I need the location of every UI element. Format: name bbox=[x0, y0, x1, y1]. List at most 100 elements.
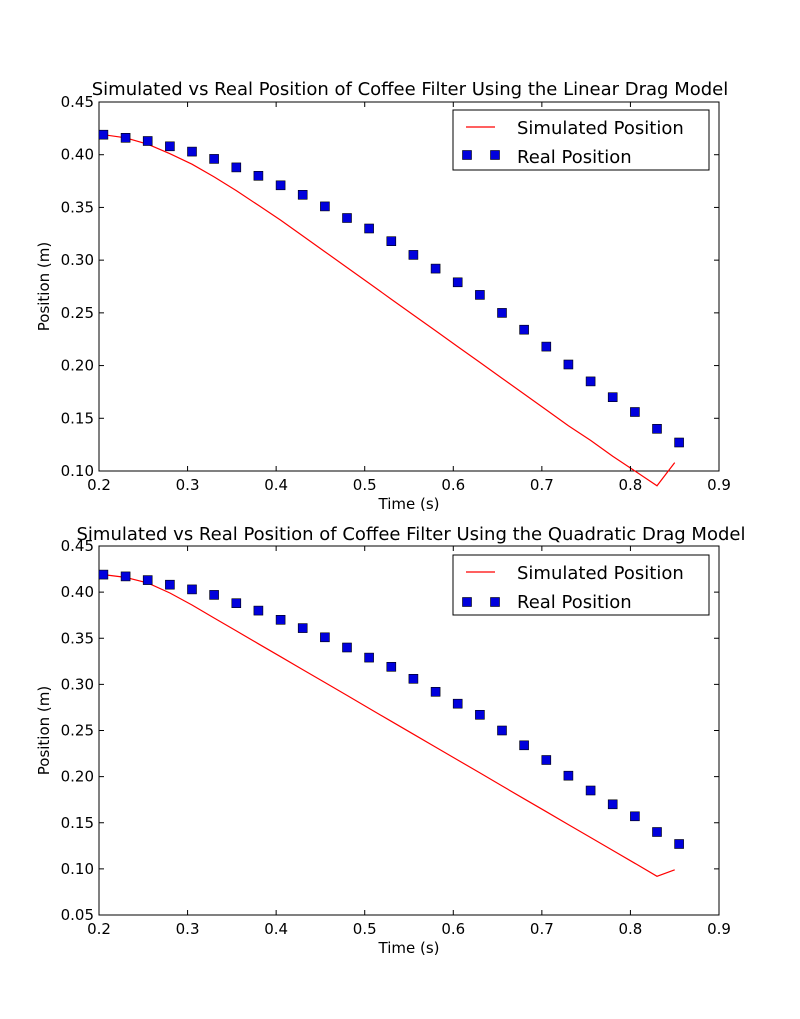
x-tick-label: 0.9 bbox=[707, 476, 731, 494]
real-position-marker bbox=[475, 290, 485, 300]
real-position-marker bbox=[630, 407, 640, 417]
real-position-marker bbox=[541, 755, 552, 765]
real-position-marker bbox=[275, 180, 286, 191]
legend-label-simulated: Simulated Position bbox=[517, 563, 684, 584]
real-position-marker bbox=[607, 392, 618, 403]
x-axis-label: Time (s) bbox=[378, 495, 440, 513]
real-position-marker bbox=[231, 162, 242, 173]
simulated-position-line bbox=[103, 134, 676, 487]
y-tick-label: 0.35 bbox=[61, 198, 94, 216]
y-tick-label: 0.05 bbox=[61, 906, 94, 924]
legend: Simulated Position Real Position bbox=[452, 554, 710, 616]
legend-marker-swatch-2 bbox=[490, 597, 500, 607]
real-position-marker bbox=[275, 614, 286, 625]
chart-quadratic: Simulated vs Real Position of Coffee Fil… bbox=[35, 524, 745, 957]
y-tick-label: 0.45 bbox=[61, 93, 94, 111]
real-position-marker bbox=[297, 190, 308, 200]
legend-label-real: Real Position bbox=[517, 592, 632, 613]
x-tick-label: 0.7 bbox=[530, 476, 554, 494]
x-tick-label: 0.5 bbox=[353, 920, 377, 938]
real-position-marker bbox=[165, 141, 175, 152]
real-position-marker bbox=[342, 642, 352, 653]
y-tick-label: 0.10 bbox=[61, 462, 94, 480]
real-position-marker bbox=[187, 146, 197, 157]
x-tick-label: 0.6 bbox=[441, 920, 465, 938]
real-position-marker bbox=[253, 171, 264, 181]
real-position-marker bbox=[652, 827, 662, 837]
real-position-marker bbox=[408, 673, 419, 684]
y-tick-label: 0.15 bbox=[61, 814, 94, 832]
real-position-marker bbox=[452, 277, 463, 288]
real-position-marker bbox=[563, 770, 574, 781]
y-tick-label: 0.10 bbox=[61, 860, 94, 878]
real-position-marker bbox=[497, 725, 507, 736]
real-position-marker bbox=[674, 839, 684, 849]
plot-marks bbox=[98, 569, 684, 877]
x-tick-label: 0.8 bbox=[618, 920, 642, 938]
simulated-position-line bbox=[103, 574, 675, 877]
x-tick-label: 0.4 bbox=[264, 476, 288, 494]
y-tick-label: 0.45 bbox=[61, 537, 94, 555]
x-tick-label: 0.8 bbox=[618, 476, 642, 494]
y-tick-label: 0.20 bbox=[61, 357, 94, 375]
y-tick-label: 0.40 bbox=[61, 146, 94, 164]
real-position-marker bbox=[209, 154, 219, 164]
real-position-marker bbox=[497, 308, 507, 318]
real-position-marker bbox=[364, 223, 374, 234]
real-position-marker bbox=[652, 423, 662, 434]
y-axis-ticks: 0.10 0.15 0.20 0.25 0.30 0.35 0.40 0.45 bbox=[61, 93, 719, 480]
real-position-marker bbox=[231, 598, 242, 609]
y-tick-label: 0.25 bbox=[61, 722, 94, 740]
real-position-marker bbox=[98, 129, 109, 140]
x-tick-label: 0.5 bbox=[353, 476, 377, 494]
real-position-marker bbox=[297, 623, 308, 633]
x-tick-label: 0.2 bbox=[87, 920, 111, 938]
real-position-marker bbox=[320, 632, 330, 643]
y-axis-label: Position (m) bbox=[35, 242, 53, 332]
x-axis-ticks: 0.2 0.3 0.4 0.5 0.6 0.7 0.8 0.9 bbox=[87, 546, 731, 938]
real-position-marker bbox=[430, 263, 441, 274]
real-position-marker bbox=[320, 201, 330, 212]
plot-marks bbox=[98, 129, 684, 487]
real-position-marker bbox=[475, 709, 485, 720]
y-tick-label: 0.25 bbox=[61, 304, 94, 322]
chart-linear: Simulated vs Real Position of Coffee Fil… bbox=[35, 79, 731, 513]
y-axis-ticks: 0.05 0.10 0.15 0.20 0.25 0.30 0.35 0.40 0.45 bbox=[61, 537, 719, 924]
real-position-marker bbox=[519, 740, 529, 751]
real-position-marker bbox=[342, 213, 352, 223]
real-position-marker bbox=[519, 324, 529, 335]
legend-label-real: Real Position bbox=[517, 147, 632, 168]
real-position-marker bbox=[120, 133, 131, 143]
x-axis-ticks: 0.2 0.3 0.4 0.5 0.6 0.7 0.8 0.9 bbox=[87, 102, 731, 494]
real-position-marker bbox=[585, 785, 596, 796]
real-position-marker bbox=[98, 569, 109, 580]
real-position-marker bbox=[541, 341, 552, 352]
legend-marker-swatch-1 bbox=[462, 597, 472, 607]
legend-frame bbox=[452, 109, 710, 171]
real-position-marker bbox=[563, 359, 574, 370]
real-position-marker bbox=[607, 799, 618, 810]
x-axis-label: Time (s) bbox=[378, 939, 440, 957]
real-position-marker bbox=[120, 571, 131, 582]
legend-marker-swatch-1 bbox=[462, 150, 472, 160]
x-tick-label: 0.7 bbox=[530, 920, 554, 938]
chart-title: Simulated vs Real Position of Coffee Fil… bbox=[77, 524, 746, 545]
x-tick-label: 0.9 bbox=[707, 920, 731, 938]
real-position-marker bbox=[364, 652, 374, 663]
real-position-marker bbox=[142, 136, 153, 146]
x-tick-label: 0.3 bbox=[176, 920, 200, 938]
real-position-marker bbox=[386, 661, 397, 672]
real-position-marker bbox=[674, 437, 684, 448]
real-position-marker bbox=[386, 236, 397, 246]
x-tick-label: 0.2 bbox=[87, 476, 111, 494]
y-axis-label: Position (m) bbox=[35, 686, 53, 776]
real-position-marker bbox=[630, 811, 640, 822]
real-position-marker bbox=[253, 605, 264, 616]
chart-title: Simulated vs Real Position of Coffee Fil… bbox=[92, 79, 729, 100]
y-tick-label: 0.20 bbox=[61, 768, 94, 786]
real-position-marker bbox=[142, 575, 153, 585]
x-tick-label: 0.3 bbox=[176, 476, 200, 494]
y-tick-label: 0.30 bbox=[61, 251, 94, 269]
y-tick-label: 0.30 bbox=[61, 675, 94, 693]
